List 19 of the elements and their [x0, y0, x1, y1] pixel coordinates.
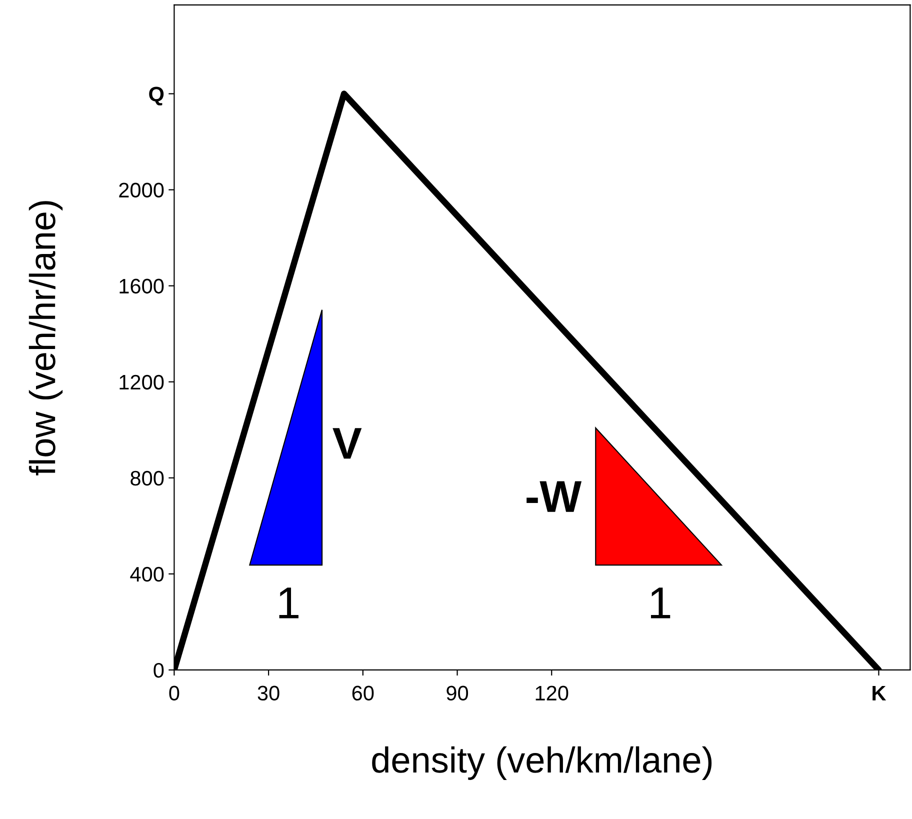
y-tick-label: 1200: [120, 374, 164, 390]
annotation: V: [332, 428, 362, 459]
x-tick-label: 90: [446, 686, 468, 701]
annotation: 1: [279, 588, 298, 618]
annotation: -W: [526, 481, 582, 512]
x-axis-title: density (veh/km/lane): [372, 746, 712, 780]
y-tick-label: Q: [149, 86, 164, 106]
x-tick-label: K: [872, 686, 886, 700]
y-tick-label: 400: [130, 566, 164, 582]
y-axis-title: flow (veh/hr/lane): [28, 201, 63, 476]
x-tick-label: 0: [169, 686, 180, 701]
y-tick-label: 1600: [120, 278, 164, 294]
y-tick-label: 0: [154, 662, 164, 678]
x-tick-label: 30: [258, 686, 280, 701]
y-tick-label: 800: [130, 470, 164, 486]
x-tick-label: 60: [352, 686, 374, 701]
y-tick-label: 2000: [119, 182, 164, 198]
x-tick-label: 120: [536, 686, 568, 701]
annotation: 1: [650, 588, 670, 618]
